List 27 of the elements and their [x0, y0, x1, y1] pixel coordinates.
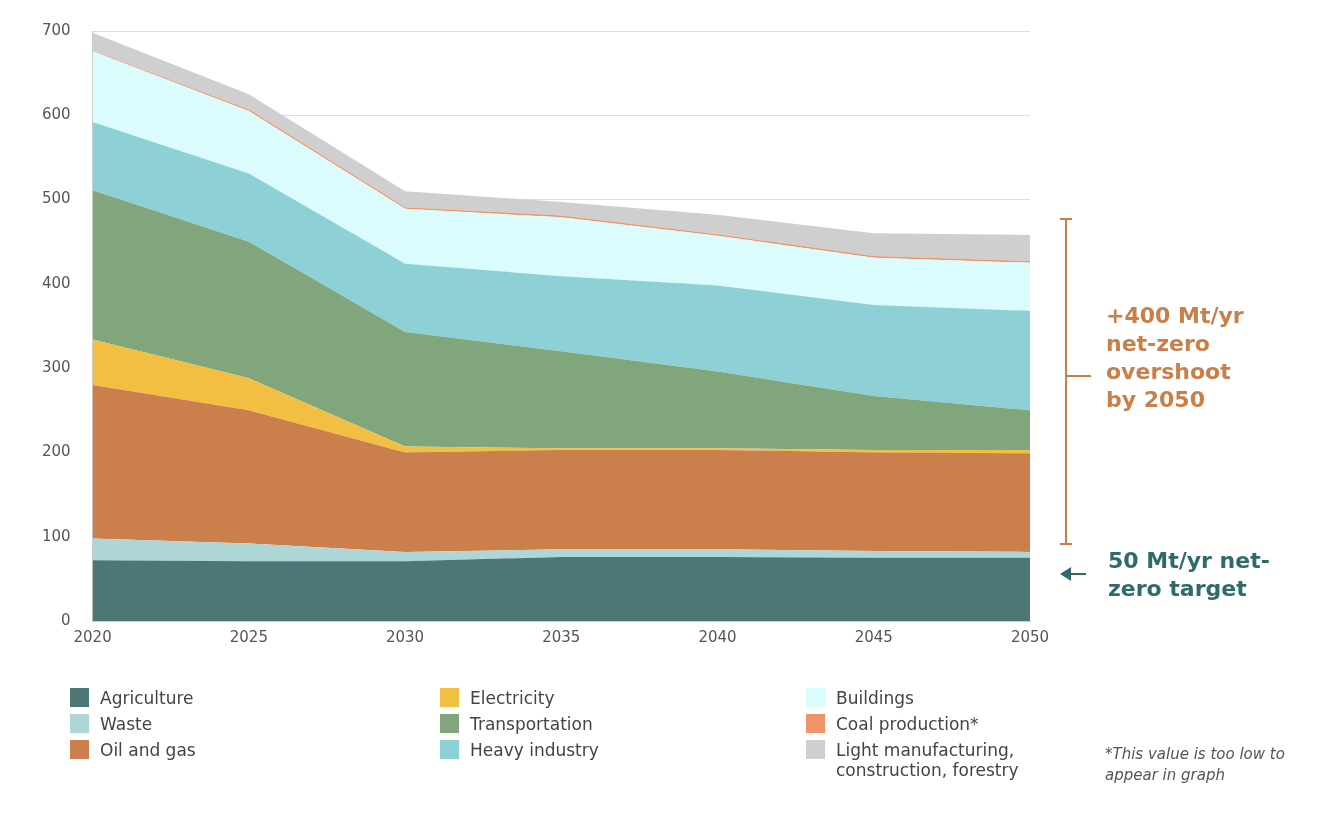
y-tick-label: 100: [41, 526, 71, 545]
x-tick-label: 2030: [385, 627, 425, 646]
y-tick-label: 200: [41, 442, 71, 461]
x-tick-label: 2045: [854, 627, 893, 646]
text: 50 Mt/yr net-zero target: [1108, 547, 1271, 603]
y-tick-label: 500: [41, 189, 71, 208]
x-tick-label: 2040: [698, 627, 737, 646]
text: +400 Mt/yr net-zero overshoot by 2050: [1106, 302, 1245, 414]
y-tick-label: 600: [41, 105, 71, 124]
legend-label: Waste: [100, 714, 153, 734]
legend-label: Coal production*: [836, 714, 979, 734]
legend-label: Buildings: [836, 688, 914, 708]
legend-label: Transportation: [470, 714, 593, 734]
y-tick-label: 400: [41, 273, 71, 292]
x-tick-label: 2035: [542, 627, 581, 646]
x-tick-label: 2020: [73, 627, 112, 646]
y-tick-label: 0: [61, 610, 71, 629]
legend-label: Light manufacturing, construction, forestry: [836, 740, 1020, 780]
legend-label: Oil and gas: [100, 740, 196, 760]
text: *This value is too low to appear in graph: [1105, 744, 1286, 786]
y-tick-label: 700: [41, 20, 71, 39]
x-tick-label: 2025: [229, 627, 268, 646]
legend-label: Electricity: [470, 688, 555, 708]
y-tick-label: 300: [41, 358, 71, 377]
legend-label: Heavy industry: [470, 740, 599, 760]
legend-label: Agriculture: [100, 688, 194, 708]
x-tick-label: 2050: [1010, 627, 1050, 646]
